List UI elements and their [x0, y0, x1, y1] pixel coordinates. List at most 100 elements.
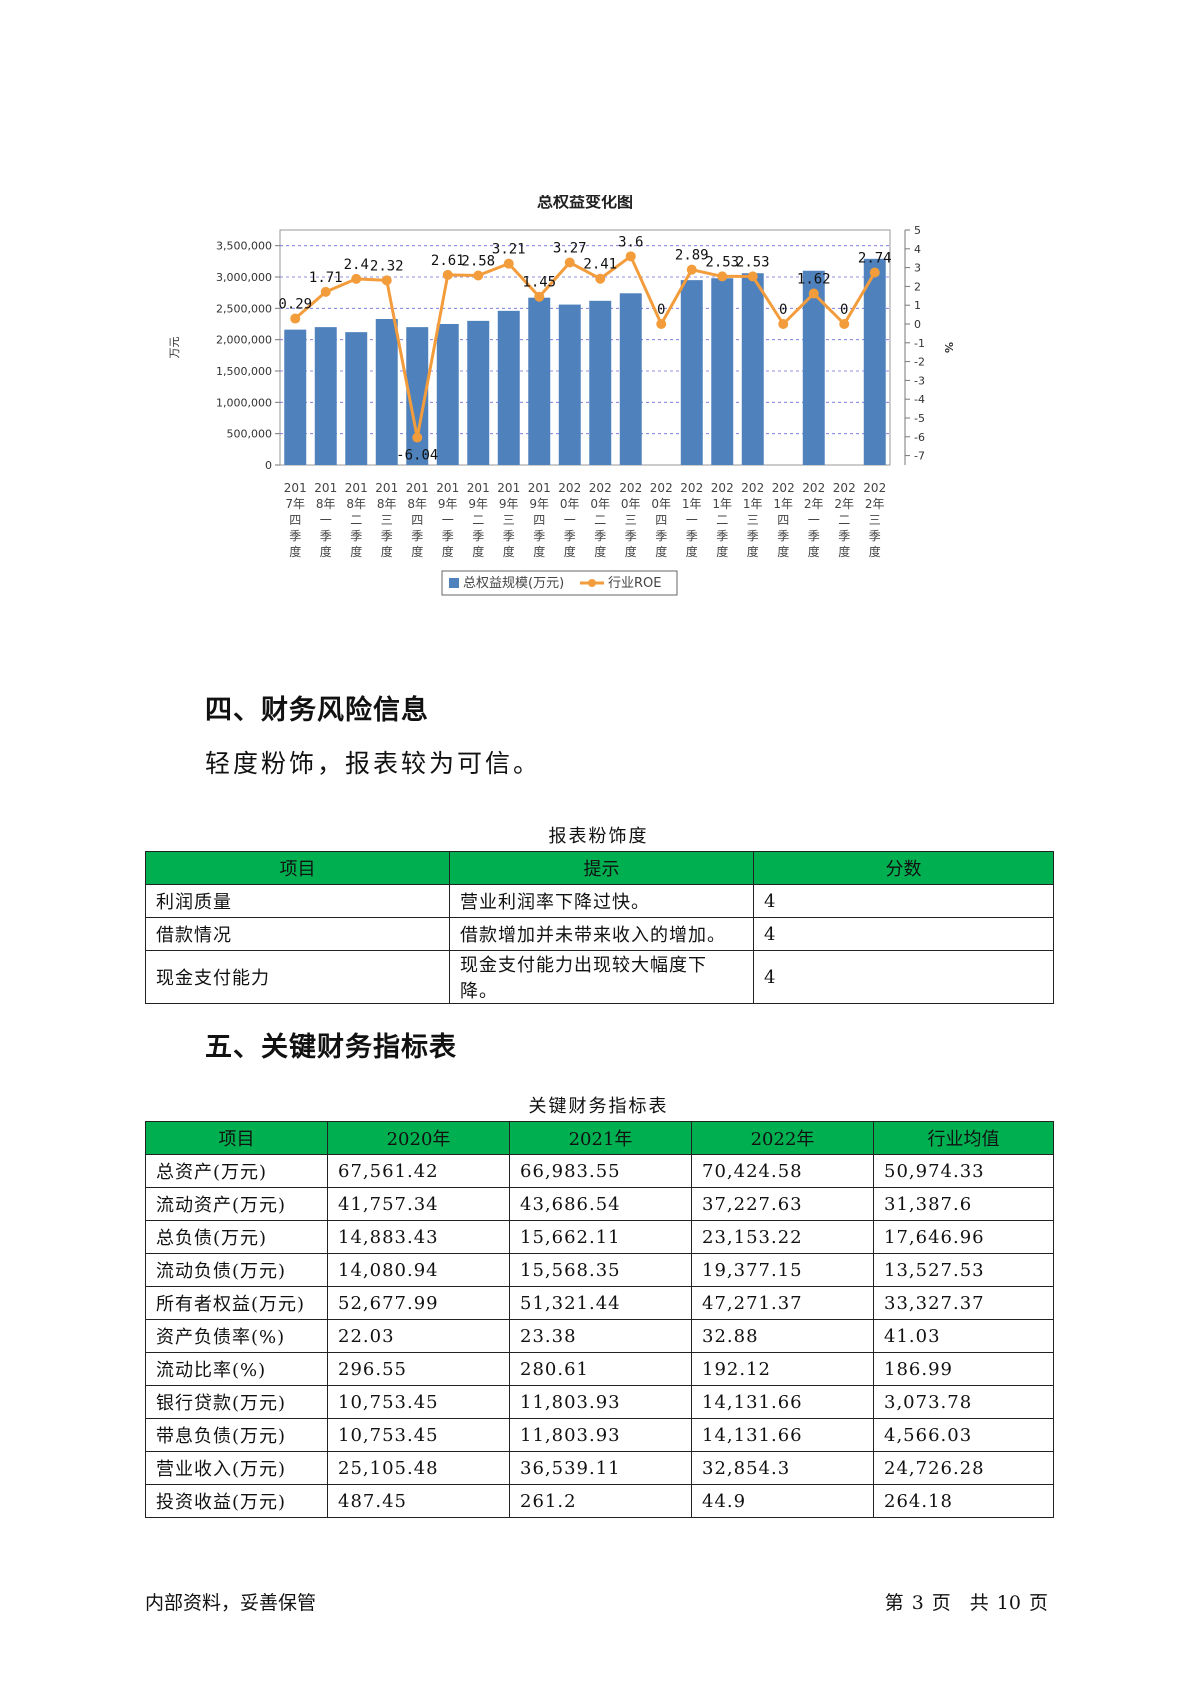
- roe-point: [625, 251, 636, 262]
- indicator-value: 47,271.37: [691, 1286, 874, 1320]
- table-row: 流动比率(%) 296.55 280.61 192.12 186.99: [145, 1352, 1054, 1386]
- roe-point: [564, 257, 575, 268]
- roe-point: [656, 319, 667, 329]
- x-tick-label: 季: [564, 529, 576, 543]
- roe-data-label: 0: [779, 302, 787, 318]
- indicator-value: 50,974.33: [873, 1154, 1054, 1188]
- x-tick-label: 201: [345, 481, 368, 495]
- x-tick-label: 1年: [743, 497, 763, 511]
- y2-tick-label: 5: [914, 224, 921, 237]
- indicator-value: 487.45: [327, 1484, 510, 1518]
- indicator-value: 280.61: [509, 1352, 692, 1386]
- y-tick-label: 3,500,000: [216, 240, 272, 253]
- roe-point: [747, 271, 758, 282]
- x-tick-label: 季: [838, 529, 850, 543]
- indicator-value: 264.18: [873, 1484, 1054, 1518]
- indicator-value: 14,080.94: [327, 1253, 510, 1287]
- indicator-table: 项目 2020年 2021年 2022年 行业均值 总资产(万元) 67,561.…: [145, 1121, 1054, 1518]
- x-tick-label: 三: [625, 513, 637, 527]
- roe-point: [503, 258, 514, 269]
- page-prefix: 第: [884, 1592, 904, 1614]
- roe-data-label: -6.04: [396, 448, 438, 464]
- roe-data-label: 3.6: [618, 234, 643, 250]
- legend-bar-swatch: [449, 578, 459, 588]
- section4-paragraph: 轻度粉饰，报表较为可信。: [205, 749, 542, 778]
- table-row: 流动负债(万元) 14,080.94 15,568.35 19,377.15 13,52…: [145, 1253, 1054, 1287]
- x-tick-label: 度: [594, 544, 606, 559]
- y-tick-label: 1,000,000: [216, 396, 272, 409]
- roe-data-label: 2.74: [858, 250, 892, 266]
- roe-data-label: 3.21: [492, 242, 526, 258]
- indicator-item: 所有者权益(万元): [145, 1286, 328, 1320]
- y2-tick-label: 4: [914, 243, 921, 256]
- risk-table-header-row: 项目 提示 分数: [145, 851, 1054, 885]
- x-tick-label: 度: [686, 544, 698, 559]
- chart-title: 总权益变化图: [537, 195, 633, 211]
- bar: [863, 258, 886, 465]
- indicator-value: 14,883.43: [327, 1220, 510, 1254]
- table-row: 流动资产(万元) 41,757.34 43,686.54 37,227.63 31,38…: [145, 1187, 1054, 1221]
- x-tick-label: 201: [467, 481, 490, 495]
- x-tick-label: 四: [533, 513, 545, 527]
- roe-data-label: 2.53: [705, 254, 739, 270]
- indicator-value: 43,686.54: [509, 1187, 692, 1221]
- y2-tick-label: 2: [914, 280, 921, 293]
- roe-data-label: 3.27: [553, 241, 587, 257]
- roe-point: [351, 273, 362, 284]
- roe-point: [320, 286, 331, 297]
- page-total: 10: [996, 1592, 1021, 1614]
- roe-data-label: 0: [657, 302, 665, 318]
- x-tick-label: 三: [381, 513, 393, 527]
- x-tick-label: 季: [594, 529, 606, 543]
- x-tick-label: 度: [503, 544, 515, 559]
- roe-data-label: 2.32: [370, 258, 404, 274]
- risk-col-item: 项目: [145, 851, 450, 885]
- x-tick-label: 度: [289, 544, 301, 559]
- x-tick-label: 四: [289, 513, 301, 527]
- risk-col-score: 分数: [753, 851, 1054, 885]
- x-tick-label: 一: [686, 513, 698, 527]
- indicator-value: 23,153.22: [691, 1220, 874, 1254]
- bar: [284, 329, 307, 465]
- y-tick-label: 1,500,000: [216, 365, 272, 378]
- roe-point: [808, 288, 819, 299]
- roe-data-label: 1.71: [309, 270, 343, 286]
- roe-data-label: 1.45: [522, 275, 556, 291]
- x-tick-label: 201: [314, 481, 337, 495]
- x-tick-label: 201: [497, 481, 520, 495]
- y2-tick-label: 3: [914, 262, 921, 275]
- y-tick-label: 2,500,000: [216, 302, 272, 315]
- indicator-value: 25,105.48: [327, 1451, 510, 1485]
- indicator-item: 总资产(万元): [145, 1154, 328, 1188]
- roe-data-label: 2.61: [431, 253, 465, 269]
- roe-point: [869, 267, 880, 278]
- x-tick-label: 季: [320, 529, 332, 543]
- indicator-value: 24,726.28: [873, 1451, 1054, 1485]
- indicator-value: 66,983.55: [509, 1154, 692, 1188]
- y2-tick-label: -1: [914, 337, 925, 350]
- indicator-value: 10,753.45: [327, 1418, 510, 1452]
- x-tick-label: 0年: [651, 497, 671, 511]
- x-tick-label: 季: [686, 529, 698, 543]
- x-tick-label: 1年: [773, 497, 793, 511]
- x-tick-label: 二: [472, 513, 484, 527]
- indicator-value: 41.03: [873, 1319, 1054, 1353]
- page-current: 3: [911, 1592, 924, 1614]
- bar: [345, 332, 368, 465]
- x-tick-label: 201: [436, 481, 459, 495]
- bar: [589, 300, 612, 465]
- x-tick-label: 202: [680, 481, 703, 495]
- roe-data-label: 2.53: [736, 254, 770, 270]
- indicator-table-header-row: 项目 2020年 2021年 2022年 行业均值: [145, 1121, 1054, 1155]
- bar: [619, 293, 642, 465]
- x-tick-label: 9年: [499, 497, 519, 511]
- y2-tick-label: -2: [914, 356, 925, 369]
- indicator-value: 23.38: [509, 1319, 692, 1353]
- indicator-item: 总负债(万元): [145, 1220, 328, 1254]
- legend-bar-label: 总权益规模(万元): [463, 575, 564, 591]
- x-tick-label: 度: [442, 544, 454, 559]
- bar: [741, 273, 764, 465]
- x-tick-label: 四: [655, 513, 667, 527]
- x-tick-label: 8年: [377, 497, 397, 511]
- indicator-col-2022: 2022年: [691, 1121, 874, 1155]
